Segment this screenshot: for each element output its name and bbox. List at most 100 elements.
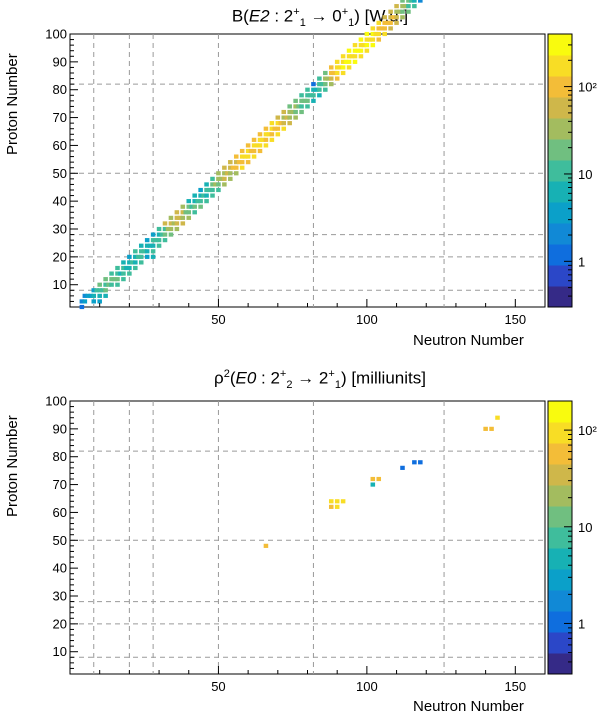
data-cell xyxy=(192,204,197,209)
data-cell xyxy=(174,215,180,220)
data-cell xyxy=(180,210,186,215)
plot-frame xyxy=(69,33,546,308)
y-tick-label: 70 xyxy=(53,477,67,492)
chart-panel-bottom: ρ2(E0 : 2+2 → 2+1) [milliunits] Proton N… xyxy=(0,362,607,722)
data-cell xyxy=(121,260,126,265)
y-tick-label: 20 xyxy=(53,616,67,631)
data-cell xyxy=(112,277,117,282)
colorbar-segment xyxy=(548,244,572,266)
data-cell xyxy=(311,93,316,98)
data-cell xyxy=(195,199,200,204)
data-cell xyxy=(340,65,346,70)
data-cell xyxy=(397,9,402,14)
data-cell xyxy=(121,277,126,282)
data-cell xyxy=(299,93,304,98)
data-cell xyxy=(118,271,123,276)
data-cell xyxy=(382,15,387,20)
data-cell xyxy=(210,176,215,181)
data-cell xyxy=(138,254,144,259)
data-cell xyxy=(216,171,221,176)
data-cell xyxy=(79,299,85,304)
colorbar-segment xyxy=(548,527,572,549)
data-cell xyxy=(228,171,233,176)
data-cell xyxy=(412,4,417,9)
data-cell xyxy=(489,426,494,431)
data-cell xyxy=(346,48,352,53)
data-cell xyxy=(127,271,132,276)
data-cell xyxy=(355,48,361,53)
data-cell xyxy=(168,226,174,232)
data-cell xyxy=(317,87,322,92)
data-cell xyxy=(109,282,114,287)
x-axis-label: Neutron Number xyxy=(413,698,524,715)
data-cell xyxy=(144,249,150,254)
data-cell xyxy=(382,20,387,25)
data-cell xyxy=(495,415,500,420)
data-cell xyxy=(239,148,245,154)
data-cell xyxy=(320,82,325,87)
data-cell xyxy=(299,104,304,109)
colorbar-tick-label: 1 xyxy=(578,254,585,269)
data-cell xyxy=(388,20,393,25)
data-cell xyxy=(281,109,287,115)
data-cell xyxy=(352,54,358,59)
colorbar-tick-label: 1 xyxy=(578,616,585,631)
data-cell xyxy=(337,65,343,70)
data-cell xyxy=(228,176,233,181)
data-cell xyxy=(323,82,328,87)
data-cell xyxy=(174,221,180,226)
y-tick-label: 100 xyxy=(45,394,67,409)
data-cell xyxy=(207,187,212,193)
data-cell xyxy=(328,65,334,70)
y-tick-label: 60 xyxy=(53,138,67,153)
colorbar-segment xyxy=(548,485,572,507)
data-cell xyxy=(103,293,108,298)
colorbar-segment xyxy=(548,139,572,161)
y-tick-label: 90 xyxy=(53,54,67,69)
data-cell xyxy=(97,282,102,287)
data-cell xyxy=(278,121,284,126)
data-cell xyxy=(284,115,289,120)
data-cell xyxy=(225,171,230,176)
data-cell xyxy=(91,288,97,293)
data-cell xyxy=(127,260,132,265)
data-cell xyxy=(305,93,310,98)
data-cell xyxy=(222,171,227,176)
data-cell xyxy=(228,160,233,165)
data-cell xyxy=(406,4,411,9)
data-cell xyxy=(97,288,102,293)
data-cell xyxy=(364,43,370,48)
data-cell xyxy=(400,0,405,3)
data-cell xyxy=(257,137,263,142)
data-cell xyxy=(412,0,417,3)
data-cell xyxy=(376,37,382,42)
data-cell xyxy=(346,54,352,59)
data-cell xyxy=(156,232,162,237)
data-cell xyxy=(370,482,376,487)
data-cell xyxy=(180,215,186,220)
colorbar-segment xyxy=(548,76,572,98)
data-cell xyxy=(281,126,287,131)
data-cell xyxy=(403,4,408,9)
colorbar-segment xyxy=(548,443,572,465)
data-cell xyxy=(239,160,245,165)
data-cell xyxy=(358,48,364,53)
data-cell xyxy=(340,70,346,76)
x-axis-label: Neutron Number xyxy=(413,332,524,349)
data-cell xyxy=(168,232,174,237)
data-cell xyxy=(153,238,159,243)
data-cell xyxy=(127,254,132,259)
data-cell xyxy=(305,104,310,109)
data-cell xyxy=(144,254,150,259)
data-cell xyxy=(124,265,129,271)
data-cell xyxy=(103,288,108,293)
data-cell xyxy=(115,277,120,282)
data-cell xyxy=(138,260,144,265)
data-cell xyxy=(150,254,156,259)
data-cell xyxy=(156,243,162,248)
data-cell xyxy=(222,182,227,187)
colorbar-segment xyxy=(548,590,572,612)
data-cell xyxy=(245,160,251,165)
data-cell xyxy=(133,249,138,254)
data-cell xyxy=(406,9,411,14)
